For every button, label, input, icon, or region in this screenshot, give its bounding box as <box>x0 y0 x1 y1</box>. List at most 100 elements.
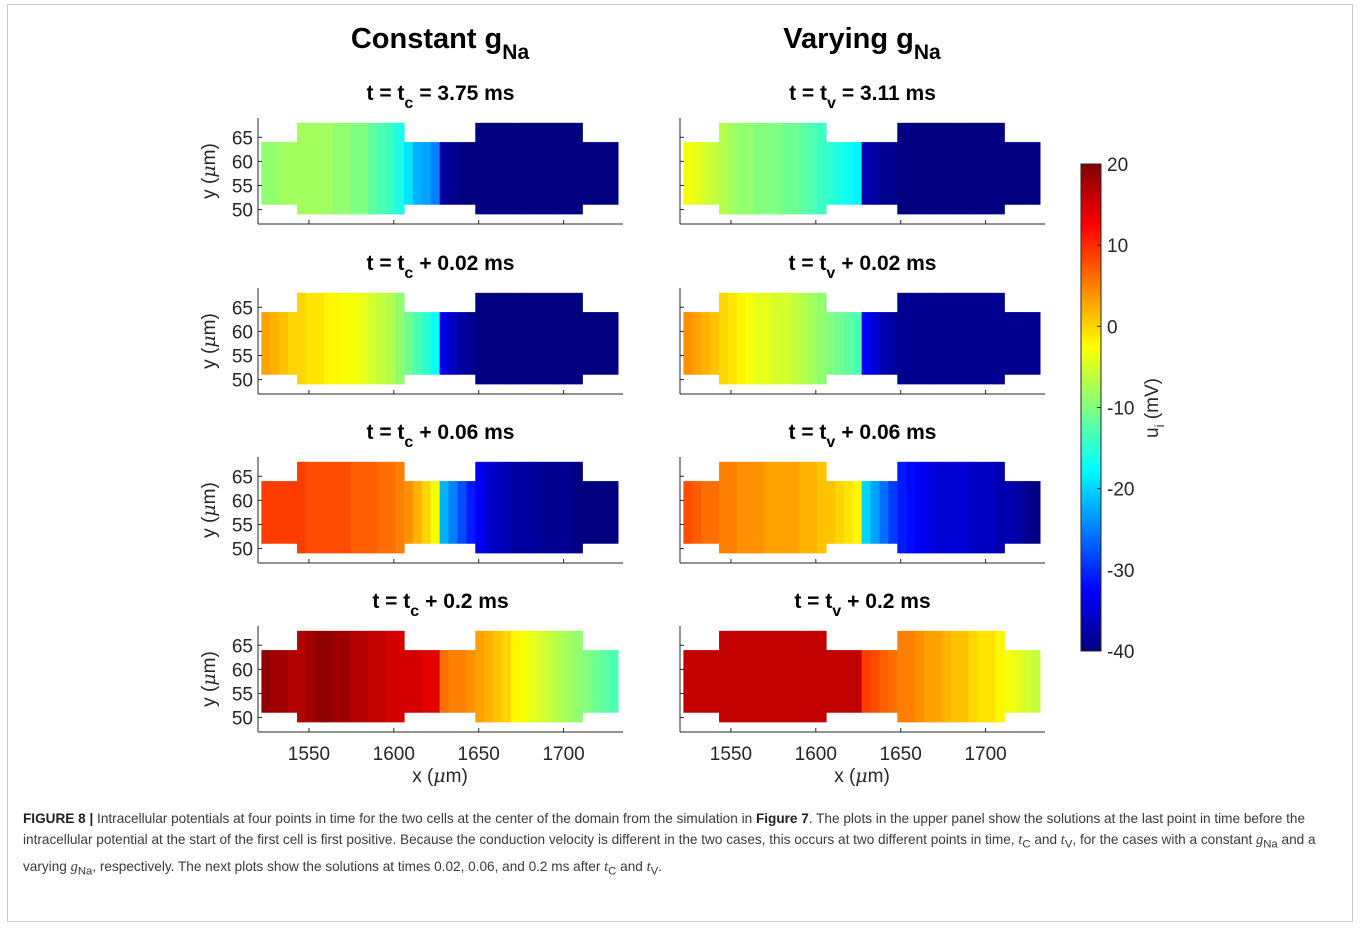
cell2-strip <box>1022 650 1032 713</box>
cell1-strip <box>288 142 298 205</box>
cell2-strip <box>591 312 601 375</box>
cell2-strip <box>870 312 881 375</box>
cell1-strip <box>799 122 809 215</box>
cell1-strip <box>719 292 729 385</box>
cell1-strip <box>692 650 702 713</box>
cell1-strip <box>386 461 396 554</box>
cell1-strip <box>404 312 414 375</box>
cell2-strip <box>950 630 961 723</box>
cell2-strip <box>879 142 889 205</box>
cell1-strip <box>763 122 774 215</box>
cell1-strip <box>826 650 836 713</box>
cell1-strip <box>288 312 298 375</box>
cell1-strip <box>754 122 765 215</box>
cell2-strip <box>968 461 979 554</box>
cell2-strip <box>493 461 503 554</box>
cell1-strip <box>745 461 756 554</box>
column-title-varying: Varying gNa <box>783 23 941 64</box>
y-tick-label: 60 <box>232 152 253 173</box>
cell2-strip <box>986 292 996 385</box>
cell2-strip <box>457 481 467 544</box>
cell1-strip <box>763 292 774 385</box>
cell1-strip <box>288 650 298 713</box>
cell2-strip <box>582 312 592 375</box>
figure: Constant gNa Varying gNa t = tc = 3.75 ms… <box>198 23 1167 787</box>
cell1-strip <box>683 650 693 713</box>
cell2-strip <box>582 481 592 544</box>
cell2-strip <box>537 630 548 723</box>
cell2-strip <box>608 650 619 713</box>
cell1-strip <box>297 122 307 215</box>
cell2-strip <box>915 630 925 723</box>
cell1-strip <box>852 650 863 713</box>
cell1-strip <box>314 292 325 385</box>
cell1-strip <box>323 461 334 554</box>
cell2-strip <box>475 292 485 385</box>
cell2-strip <box>986 630 996 723</box>
cell1-strip <box>763 630 774 723</box>
cell2-strip <box>897 122 907 215</box>
panel-varying-4: t = tv + 0.2 ms 1550 1600 1650 1700 <box>679 590 1045 765</box>
cell1-strip <box>412 650 423 713</box>
cell2-strip <box>457 312 467 375</box>
cell2-strip <box>537 461 548 554</box>
cell2-strip <box>932 461 943 554</box>
cell1-strip <box>852 312 863 375</box>
cell1-strip <box>736 461 747 554</box>
cell2-strip <box>600 312 610 375</box>
cell1-strip <box>386 292 396 385</box>
cell2-strip <box>510 122 521 215</box>
caption-figure-ref: Figure 7 <box>755 811 809 826</box>
cell2-strip <box>493 122 503 215</box>
cell2-strip <box>475 122 485 215</box>
cell2-strip <box>448 312 459 375</box>
cell1-strip <box>377 461 387 554</box>
cell2-strip <box>573 461 583 554</box>
cell1-strip <box>377 630 387 723</box>
panel-constant-3: t = tc + 0.06 ms 65 60 55 50 y (μm) <box>198 421 623 564</box>
cell2-strip <box>502 461 512 554</box>
cell2-strip <box>466 481 476 544</box>
cell2-strip <box>555 630 566 723</box>
cell2-strip <box>502 122 512 215</box>
cell1-strip <box>781 122 791 215</box>
cell2-strip <box>906 461 916 554</box>
cell2-strip <box>932 292 943 385</box>
cell2-strip <box>608 312 619 375</box>
cell2-strip <box>986 461 996 554</box>
cell2-strip <box>519 630 530 723</box>
cell1-strip <box>305 630 316 723</box>
cell2-strip <box>870 481 881 544</box>
cell2-strip <box>959 630 970 723</box>
y-tick-label: 55 <box>232 684 253 705</box>
colorbar-tick-label: 0 <box>1107 317 1118 338</box>
cell1-strip <box>719 461 729 554</box>
cell1-strip <box>350 461 361 554</box>
cell2-strip <box>1013 481 1023 544</box>
cell2-strip <box>475 461 485 554</box>
cell2-strip <box>1013 142 1023 205</box>
cell2-strip <box>888 481 898 544</box>
cell1-strip <box>852 142 863 205</box>
cell1-strip <box>377 292 387 385</box>
cell1-strip <box>727 122 738 215</box>
cell2-strip <box>439 312 450 375</box>
cell2-strip <box>493 630 503 723</box>
cell1-strip <box>781 461 791 554</box>
cell1-strip <box>350 292 361 385</box>
cell2-strip <box>528 292 539 385</box>
cell2-strip <box>879 312 889 375</box>
cell2-strip <box>448 142 459 205</box>
cell2-strip <box>995 461 1005 554</box>
cell2-strip <box>932 122 943 215</box>
cell2-strip <box>448 650 459 713</box>
cell2-strip <box>537 292 548 385</box>
cell1-strip <box>727 630 738 723</box>
x-tick-label: 1600 <box>795 744 837 765</box>
cell1-strip <box>834 312 845 375</box>
cell2-strip <box>484 292 494 385</box>
cell2-strip <box>546 292 557 385</box>
cell1-strip <box>843 312 854 375</box>
cell2-strip <box>968 122 979 215</box>
cell1-strip <box>727 461 738 554</box>
